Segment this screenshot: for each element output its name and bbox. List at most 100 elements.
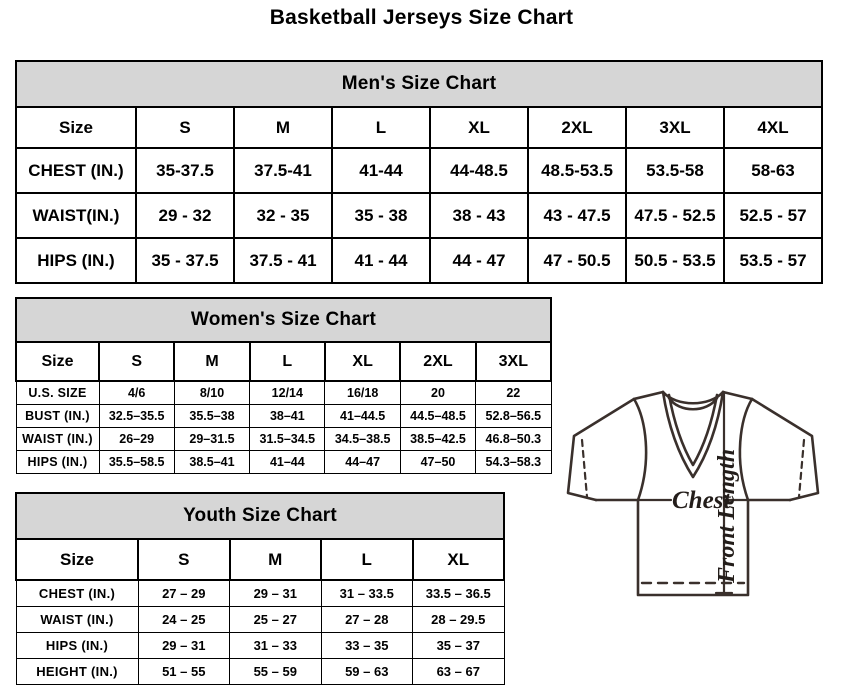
mens-chest-s: 35-37.5 [135, 147, 235, 194]
womens-hips-s: 35.5–58.5 [98, 450, 175, 474]
youth-row-label-waist: WAIST (IN.) [15, 606, 139, 633]
mens-waist-2xl: 43 - 47.5 [527, 192, 627, 239]
womens-col-header-2xl: 2XL [399, 341, 477, 382]
womens-bust-m: 35.5–38 [173, 404, 251, 428]
youth-row-label-chest: CHEST (IN.) [15, 579, 139, 607]
womens-row-label-bust: BUST (IN.) [15, 404, 100, 428]
womens-hips-m: 38.5–41 [173, 450, 251, 474]
youth-size-chart-table: Youth Size Chart Size S M L XL CHEST (IN… [15, 492, 505, 685]
mens-chest-m: 37.5-41 [233, 147, 333, 194]
youth-col-header-size: Size [15, 538, 139, 581]
womens-bust-2xl: 44.5–48.5 [399, 404, 477, 428]
mens-waist-3xl: 47.5 - 52.5 [625, 192, 725, 239]
mens-header-row: Size S M L XL 2XL 3XL 4XL [15, 106, 823, 149]
youth-waist-m: 25 – 27 [229, 606, 322, 633]
womens-hips-2xl: 47–50 [399, 450, 477, 474]
womens-waist-3xl: 46.8–50.3 [475, 427, 552, 451]
table-row: CHEST (IN.) 35-37.5 37.5-41 41-44 44-48.… [15, 147, 823, 194]
mens-waist-s: 29 - 32 [135, 192, 235, 239]
table-row: WAIST (IN.) 26–29 29–31.5 31.5–34.5 34.5… [15, 427, 552, 451]
youth-row-label-hips: HIPS (IN.) [15, 632, 139, 659]
youth-chest-m: 29 – 31 [229, 579, 322, 607]
mens-waist-l: 35 - 38 [331, 192, 431, 239]
mens-hips-s: 35 - 37.5 [135, 237, 235, 284]
womens-us-size-s: 4/6 [98, 380, 175, 405]
jersey-measurement-diagram: Chest Front Length [548, 345, 838, 645]
youth-chest-xl: 33.5 – 36.5 [412, 579, 505, 607]
body-outline [636, 498, 750, 597]
youth-row-label-height: HEIGHT (IN.) [15, 658, 139, 685]
womens-waist-xl: 34.5–38.5 [324, 427, 401, 451]
youth-col-header-l: L [320, 538, 414, 581]
right-cuff-stitch-dashes [797, 438, 806, 499]
mens-chest-2xl: 48.5-53.5 [527, 147, 627, 194]
mens-hips-3xl: 50.5 - 53.5 [625, 237, 725, 284]
womens-bust-l: 38–41 [249, 404, 326, 428]
womens-col-header-s: S [97, 341, 176, 382]
left-sleeve-outline [566, 397, 636, 502]
womens-waist-2xl: 38.5–42.5 [399, 427, 477, 451]
womens-size-chart-table: Women's Size Chart Size S M L XL 2XL 3XL… [15, 297, 553, 474]
womens-waist-m: 29–31.5 [173, 427, 251, 451]
womens-col-header-3xl: 3XL [474, 341, 553, 382]
mens-hips-xl: 44 - 47 [429, 237, 529, 284]
chest-label: Chest [672, 487, 731, 514]
mens-hips-4xl: 53.5 - 57 [723, 237, 823, 284]
youth-hips-l: 33 – 35 [320, 632, 413, 659]
mens-col-header-2xl: 2XL [527, 106, 627, 149]
womens-chart-title: Women's Size Chart [15, 297, 552, 343]
table-row: WAIST (IN.) 24 – 25 25 – 27 27 – 28 28 –… [15, 606, 505, 633]
mens-col-header-size: Size [15, 106, 137, 149]
mens-chart-title-row: Men's Size Chart [15, 60, 823, 108]
table-row: HIPS (IN.) 35 - 37.5 37.5 - 41 41 - 44 4… [15, 237, 823, 284]
youth-height-m: 55 – 59 [229, 658, 322, 685]
mens-col-header-3xl: 3XL [625, 106, 725, 149]
youth-chest-l: 31 – 33.5 [320, 579, 413, 607]
youth-waist-s: 24 – 25 [137, 606, 230, 633]
womens-bust-xl: 41–44.5 [324, 404, 401, 428]
mens-chest-l: 41-44 [331, 147, 431, 194]
youth-col-header-s: S [137, 538, 231, 581]
mens-row-label-waist: WAIST(IN.) [15, 192, 137, 239]
youth-header-row: Size S M L XL [15, 538, 505, 581]
mens-waist-xl: 38 - 43 [429, 192, 529, 239]
mens-waist-4xl: 52.5 - 57 [723, 192, 823, 239]
womens-chart-title-row: Women's Size Chart [15, 297, 552, 343]
womens-bust-3xl: 52.8–56.5 [475, 404, 552, 428]
mens-chest-3xl: 53.5-58 [625, 147, 725, 194]
womens-hips-xl: 44–47 [324, 450, 401, 474]
youth-height-l: 59 – 63 [320, 658, 413, 685]
womens-hips-l: 41–44 [249, 450, 326, 474]
womens-row-label-us-size: U.S. SIZE [15, 380, 100, 405]
womens-us-size-3xl: 22 [475, 380, 552, 405]
womens-hips-3xl: 54.3–58.3 [475, 450, 552, 474]
youth-height-s: 51 – 55 [137, 658, 230, 685]
vneck-outer-collar [661, 390, 725, 479]
womens-col-header-m: M [173, 341, 251, 382]
mens-col-header-4xl: 4XL [723, 106, 823, 149]
table-row: WAIST(IN.) 29 - 32 32 - 35 35 - 38 38 - … [15, 192, 823, 239]
vneck-collar-band-inner [667, 393, 719, 467]
womens-bust-s: 32.5–35.5 [98, 404, 175, 428]
right-sleeve-outline [750, 397, 820, 502]
womens-waist-s: 26–29 [98, 427, 175, 451]
mens-chest-4xl: 58-63 [723, 147, 823, 194]
mens-row-label-hips: HIPS (IN.) [15, 237, 137, 284]
table-row: HIPS (IN.) 35.5–58.5 38.5–41 41–44 44–47… [15, 450, 552, 474]
left-cuff-stitch-dashes [580, 438, 589, 499]
table-row: HIPS (IN.) 29 – 31 31 – 33 33 – 35 35 – … [15, 632, 505, 659]
right-armhole-curve [738, 397, 754, 502]
womens-us-size-2xl: 20 [399, 380, 477, 405]
collar-arc-outer [661, 390, 725, 405]
youth-chart-title-row: Youth Size Chart [15, 492, 505, 540]
mens-hips-2xl: 47 - 50.5 [527, 237, 627, 284]
womens-row-label-waist: WAIST (IN.) [15, 427, 100, 451]
left-shoulder-seam [632, 390, 665, 401]
front-length-label: Front Length [714, 449, 740, 584]
collar-arc-inner [667, 396, 719, 411]
youth-height-xl: 63 – 67 [412, 658, 505, 685]
table-row: BUST (IN.) 32.5–35.5 35.5–38 38–41 41–44… [15, 404, 552, 428]
mens-col-header-l: L [331, 106, 431, 149]
right-shoulder-seam [721, 390, 754, 401]
mens-size-chart-table: Men's Size Chart Size S M L XL 2XL 3XL 4… [15, 60, 823, 284]
